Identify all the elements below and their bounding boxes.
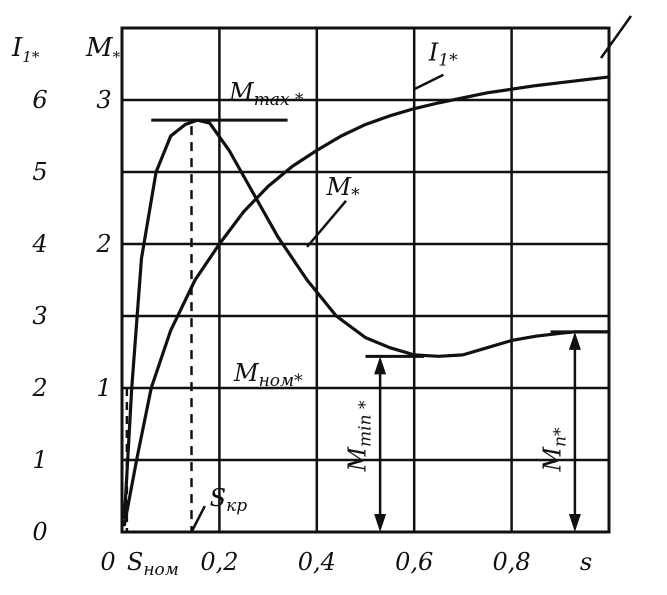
x-tick-label: 0,8	[493, 548, 531, 576]
mp-arrow-head-bottom	[568, 514, 581, 532]
s-nom-label: Sном	[127, 548, 179, 580]
x-tick-label: 0	[100, 548, 115, 576]
s-kp-label: Sкр	[210, 484, 248, 516]
mmin-arrow-head-top	[374, 356, 387, 375]
m-curve-label: M*	[326, 173, 361, 205]
series-line-m	[122, 118, 611, 520]
i1-leader	[413, 73, 444, 91]
y-left-tick-label: 1	[32, 446, 47, 474]
corner-mark	[599, 15, 633, 59]
m-leader	[306, 199, 347, 248]
plot-frame	[120, 26, 611, 534]
i1-curve-label: I1*	[428, 38, 458, 70]
x-tick-label: 0,6	[395, 548, 433, 576]
skp-leader	[190, 505, 206, 533]
y-left-tick-label: 4	[31, 230, 47, 258]
y-left-tick-label: 0	[32, 518, 47, 546]
mmax-label: Mmax *	[228, 78, 304, 110]
mmin-arrow-head-bottom	[374, 514, 387, 532]
y-left-tick-label: 6	[32, 86, 47, 114]
y-left-axis-title: I1*	[11, 33, 40, 66]
y-right-axis-title: M*	[85, 33, 121, 66]
x-tick-label: 0,4	[298, 548, 336, 576]
y-left-tick-label: 3	[32, 302, 47, 330]
x-axis-label: s	[580, 548, 592, 576]
x-tick-label: 0,2	[200, 548, 238, 576]
y-left-tick-label: 2	[31, 374, 47, 402]
y-right-tick-label: 3	[96, 86, 111, 114]
y-left-tick-label: 5	[32, 158, 47, 186]
mnom-label: Mном*	[233, 359, 303, 391]
grid	[122, 28, 609, 532]
series-line-i1	[122, 75, 611, 527]
mp-label: Mп*	[538, 427, 570, 473]
y-right-tick-label: 2	[95, 230, 111, 258]
mp-arrow-head-top	[568, 331, 581, 350]
y-right-tick-label: 1	[96, 374, 111, 402]
mmin-label: Mmin *	[344, 400, 376, 472]
